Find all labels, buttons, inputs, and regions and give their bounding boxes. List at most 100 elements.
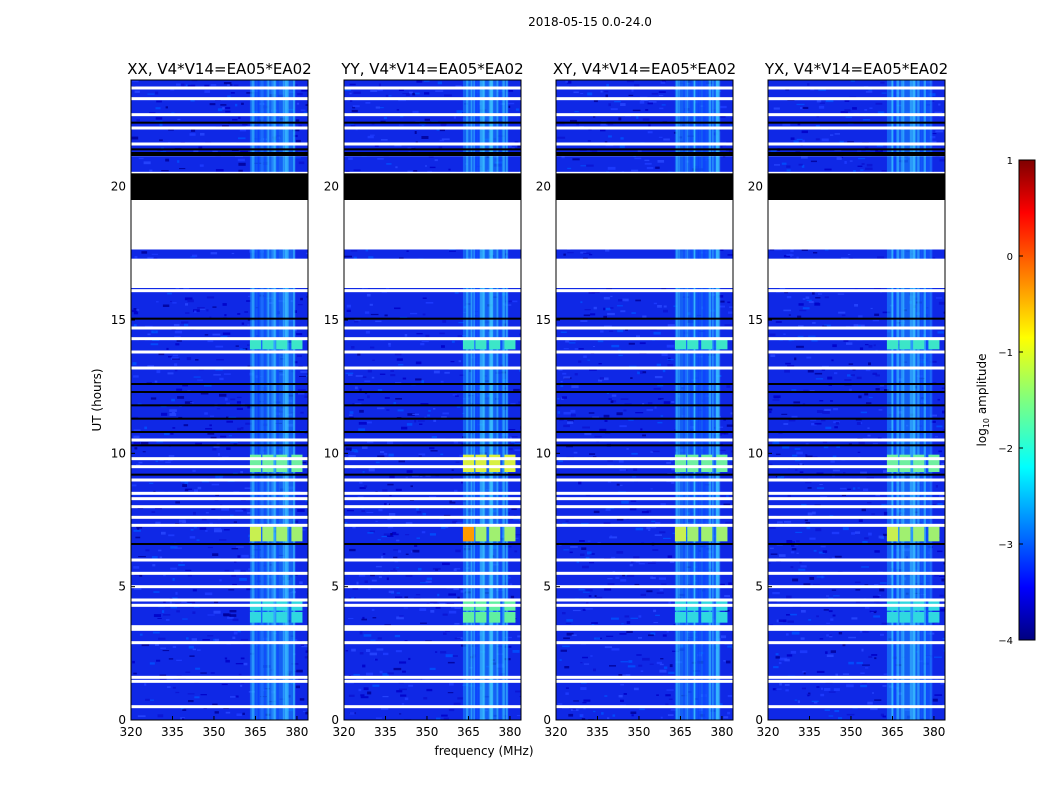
noise-speck [861,648,864,652]
noise-speck [450,361,455,363]
noise-speck [880,633,884,636]
noise-speck [408,657,411,660]
flag-white-line [768,598,945,602]
noise-speck [348,157,353,160]
noise-speck [457,596,460,599]
noise-speck [163,614,171,616]
noise-speck [580,715,583,717]
noise-speck [847,488,852,490]
noise-speck [784,658,790,662]
noise-speck [421,380,424,383]
noise-speck [812,291,815,295]
noise-speck [860,471,867,475]
noise-speck [801,503,807,506]
bright-block [462,338,474,350]
bright-block [928,338,940,350]
noise-speck [727,695,733,698]
noise-speck [382,489,388,492]
flag-white-line [768,113,945,117]
noise-speck [659,588,664,592]
flag-white-line [768,457,945,461]
noise-speck [565,687,569,689]
noise-speck [421,531,426,534]
bright-block [913,612,925,623]
noise-speck [220,335,228,338]
noise-speck [357,353,361,356]
noise-speck [786,254,794,256]
noise-speck [653,302,657,305]
noise-speck [236,407,243,410]
rfi-streak [273,80,277,720]
noise-speck [883,673,888,675]
noise-speck [441,526,446,529]
noise-speck [388,342,391,346]
noise-speck [563,253,566,256]
noise-speck [353,91,361,94]
noise-speck [671,401,675,403]
noise-speck [409,499,414,501]
noise-speck [378,576,382,579]
noise-speck [874,699,882,701]
noise-speck [650,329,657,331]
noise-speck [816,487,825,490]
flag-white-line [768,603,945,607]
noise-speck [227,616,234,619]
bright-block [276,454,288,472]
noise-speck [295,685,300,689]
noise-speck [638,370,643,374]
noise-speck [814,422,822,425]
noise-speck [624,403,632,405]
flagged-blank-region [131,258,308,288]
noise-speck [165,106,168,109]
noise-speck [380,139,388,141]
panel-image [556,80,733,720]
noise-speck [519,518,521,522]
noise-speck [395,650,402,653]
flag-white-line [344,705,521,709]
noise-speck [573,91,579,94]
flag-white-line [768,478,945,482]
noise-speck [824,408,831,412]
noise-speck [425,334,430,338]
noise-speck [193,376,201,378]
noise-speck [940,683,944,685]
noise-speck [191,638,197,641]
noise-speck [149,169,153,172]
noise-speck [147,93,155,95]
noise-speck [346,509,354,512]
noise-speck [510,595,515,599]
noise-speck [417,420,425,422]
noise-speck [241,499,246,501]
noise-speck [802,307,810,310]
noise-speck [152,631,160,634]
noise-speck [422,512,426,516]
noise-speck [598,379,603,382]
bright-block [716,454,728,472]
rfi-streak [923,80,927,720]
noise-speck [572,158,580,161]
noise-speck [663,401,671,404]
noise-speck [439,139,445,142]
noise-speck [230,441,238,443]
noise-speck [420,622,427,624]
noise-speck [357,399,364,401]
noise-speck [801,130,808,134]
flag-black-line [768,391,945,393]
noise-speck [345,522,348,525]
noise-speck [824,324,831,327]
noise-speck [623,409,627,412]
noise-speck [725,609,730,612]
noise-speck [576,561,580,564]
noise-speck [226,402,230,406]
noise-speck [805,522,811,525]
noise-speck [505,90,514,92]
noise-speck [390,370,394,372]
bright-block [687,454,699,472]
flag-white-line [131,113,308,117]
noise-speck [723,716,729,719]
colorbar-label-subscript: 10 [982,418,991,428]
noise-speck [297,304,303,306]
noise-speck [941,463,945,466]
noise-speck [365,330,370,334]
noise-speck [351,449,358,452]
